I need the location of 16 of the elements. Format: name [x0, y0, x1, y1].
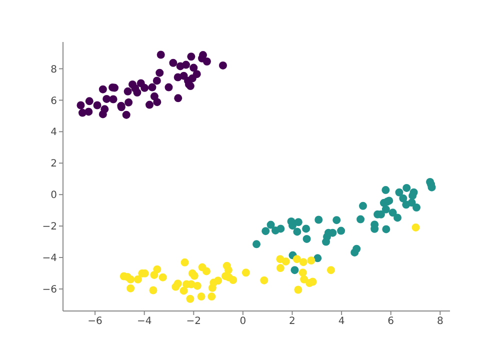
x-tick-label: −4 — [136, 316, 152, 328]
x-tick-label: 0 — [240, 316, 246, 328]
x-tick-label: 8 — [436, 316, 444, 328]
y-tick-label: 2 — [50, 158, 57, 170]
y-tick-label: 6 — [50, 96, 57, 107]
y-tick-label: 4 — [50, 127, 57, 138]
x-tick-label: 4 — [338, 316, 345, 328]
x-tick-label: 2 — [289, 316, 296, 328]
x-tick-label: −2 — [186, 316, 202, 328]
y-tick-label: −2 — [42, 222, 57, 233]
y-tick-label: 8 — [50, 64, 57, 76]
y-tick-label: 0 — [50, 190, 57, 202]
y-tick-label: −6 — [42, 284, 57, 296]
x-tick-label: −6 — [88, 316, 102, 328]
x-tick-label: 6 — [388, 316, 394, 328]
y-tick-label: −4 — [42, 253, 57, 264]
